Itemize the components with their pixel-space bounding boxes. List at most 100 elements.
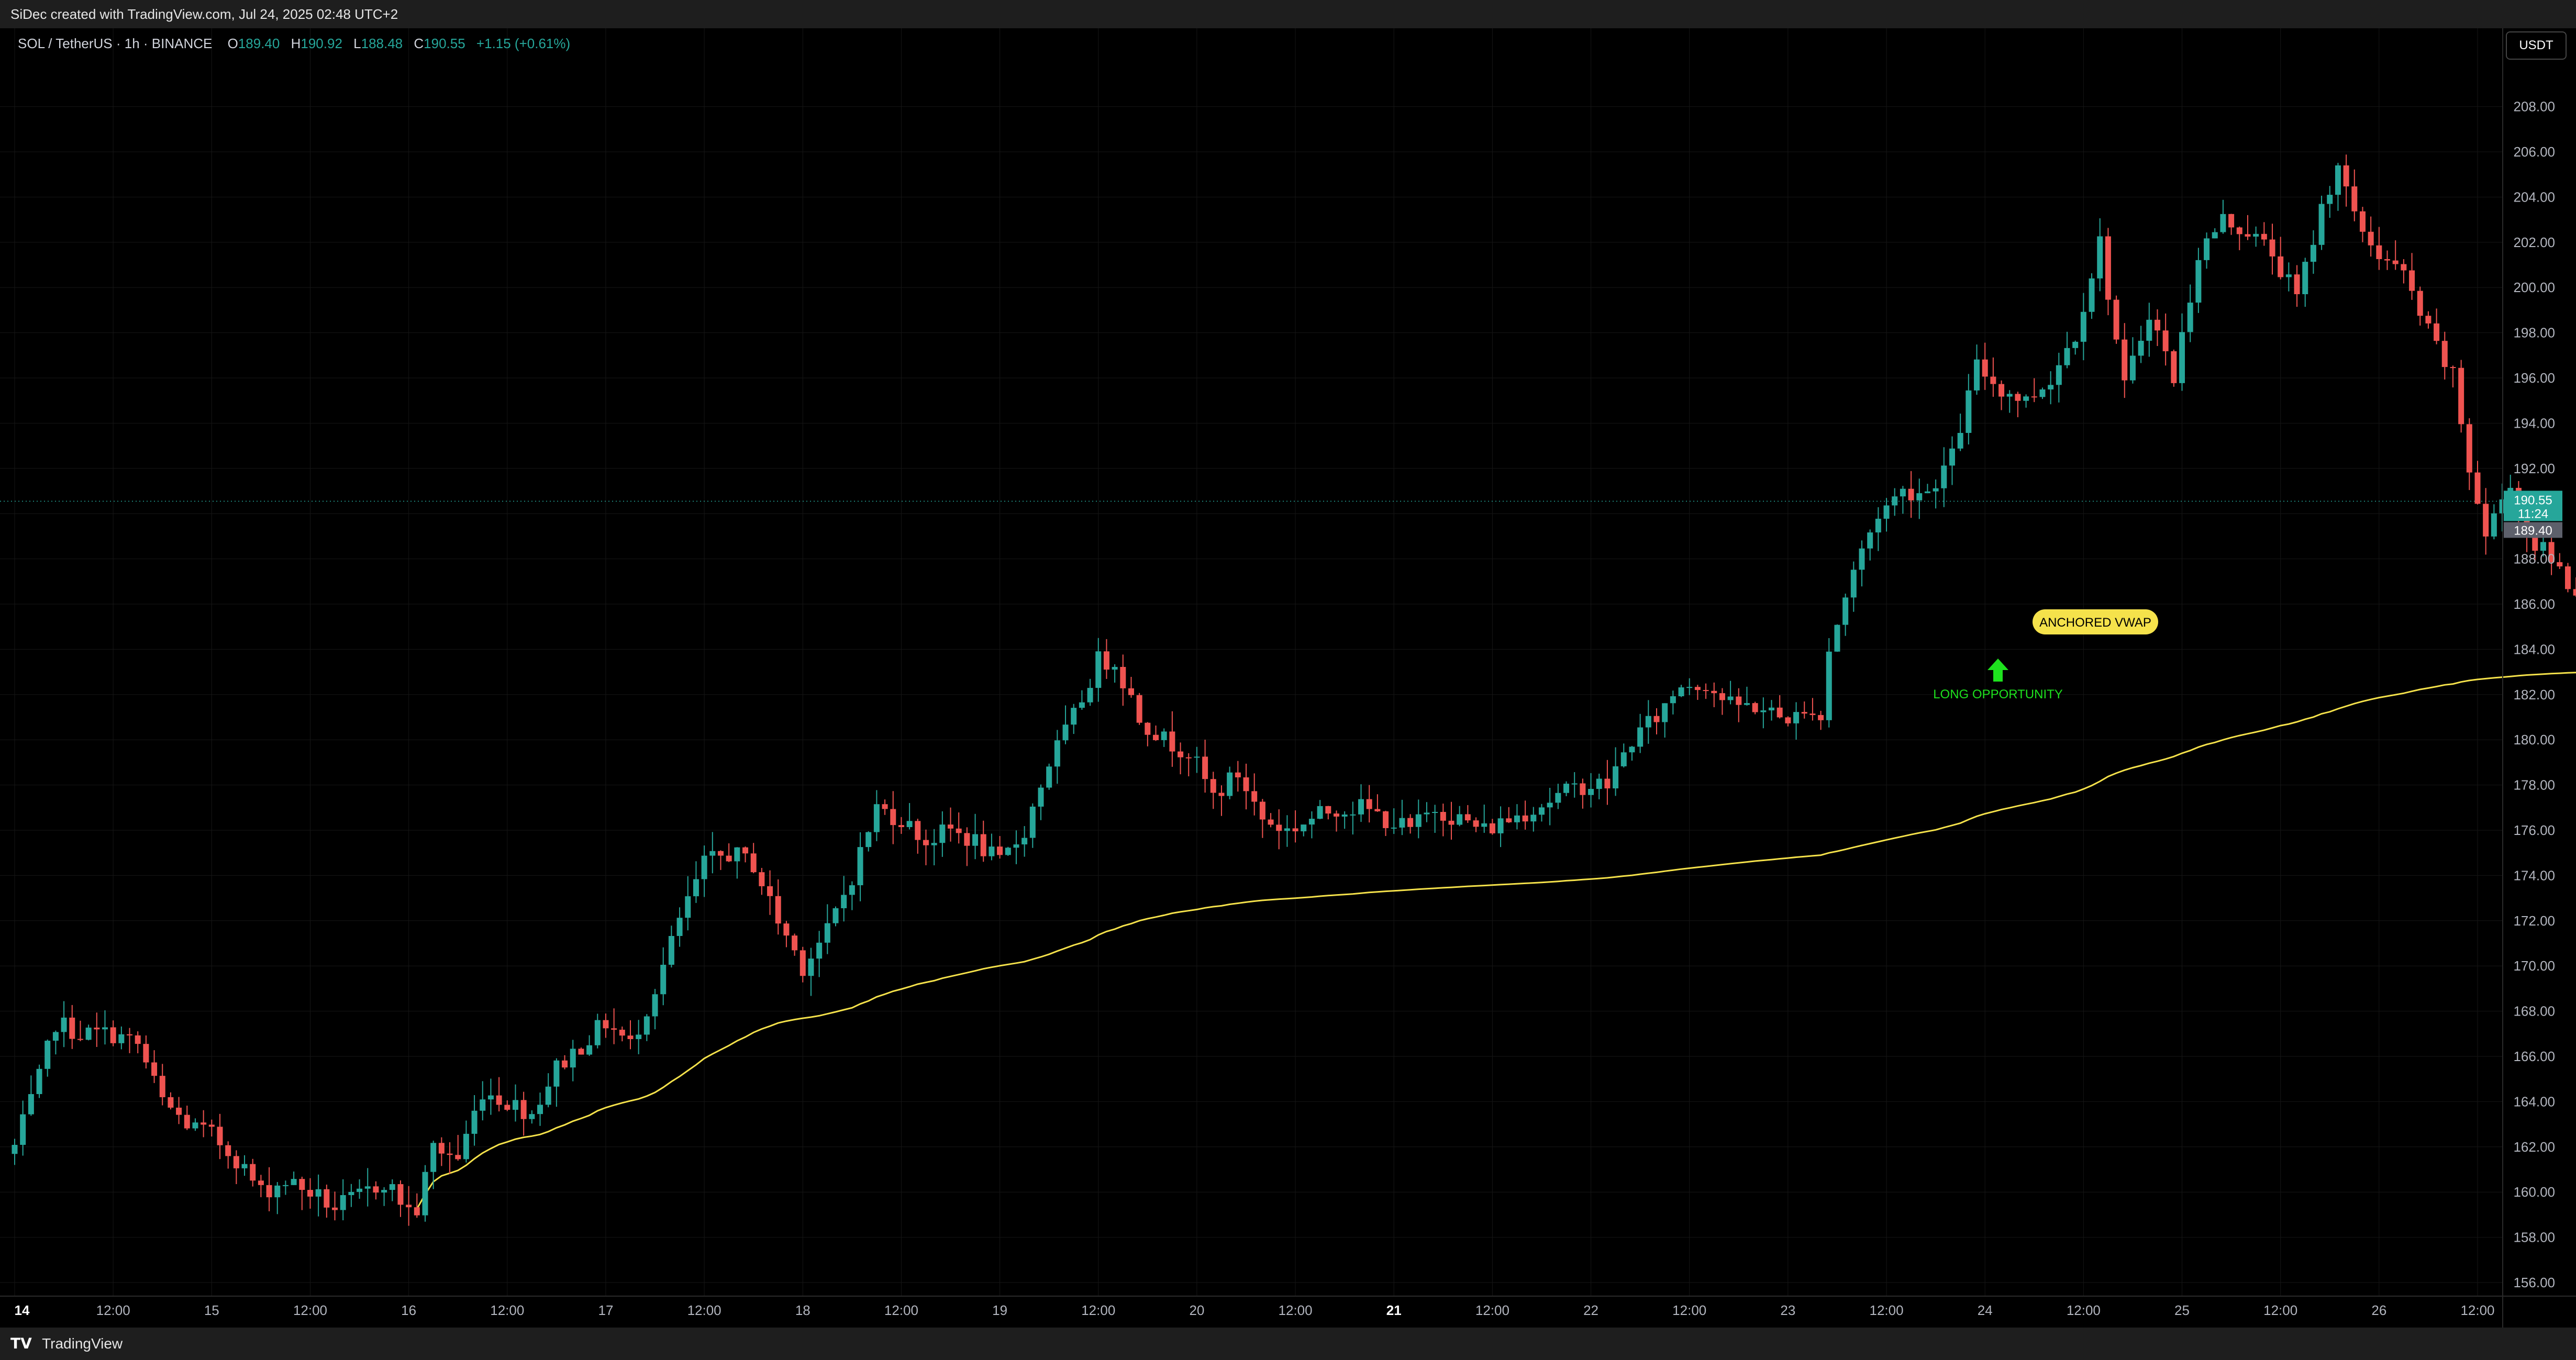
- candle-body: [1949, 448, 1955, 466]
- candle-body: [1711, 690, 1717, 694]
- candle-body: [792, 935, 798, 951]
- candle-body: [1998, 384, 2005, 397]
- time-tick-label: 12:00: [96, 1302, 130, 1318]
- candle-body: [307, 1190, 313, 1197]
- candle-body: [1776, 707, 1783, 718]
- candle-body: [1867, 532, 1873, 549]
- candle-body: [586, 1045, 593, 1055]
- candle-body: [989, 846, 995, 856]
- candle-body: [2359, 211, 2366, 232]
- candle-body: [1046, 766, 1052, 788]
- candle-body: [1900, 488, 1906, 497]
- price-tick-label: 174.00: [2513, 867, 2555, 883]
- time-axis[interactable]: 14 12:00 15 12:00 16 12:00 17 12:00 18 12:00 19 12:…: [0, 1296, 2576, 1318]
- candle-body: [2343, 165, 2349, 187]
- candle-body: [1604, 778, 1611, 789]
- candle-body: [2080, 311, 2086, 342]
- candle-body: [1383, 811, 1389, 828]
- candle-body: [1571, 783, 1578, 785]
- price-tick-label: 182.00: [2513, 687, 2555, 703]
- candle-body: [923, 840, 929, 845]
- candle-body: [2072, 341, 2079, 348]
- candle-body: [274, 1185, 281, 1198]
- candle-body: [2540, 542, 2546, 551]
- candle-body: [545, 1086, 551, 1105]
- candle-body: [143, 1044, 149, 1063]
- candle-body: [1645, 716, 1651, 728]
- candle-body: [2368, 231, 2374, 246]
- candle-body: [127, 1034, 133, 1035]
- candle-body: [480, 1099, 486, 1111]
- grid-lines: [0, 28, 2503, 1296]
- price-axis[interactable]: 156.00 158.00 160.00 162.00 164.00 166.00 168.…: [2502, 28, 2562, 1328]
- candle-body: [1054, 740, 1060, 767]
- time-tick-label: 26: [2371, 1302, 2386, 1318]
- time-tick-label: 14: [15, 1302, 30, 1318]
- candle-body: [69, 1017, 75, 1039]
- candle-body: [1202, 756, 1208, 779]
- candle-body: [496, 1095, 502, 1105]
- currency-button[interactable]: USDT: [2506, 31, 2567, 60]
- candle-body: [1834, 625, 1840, 652]
- candle-body: [1620, 752, 1627, 766]
- time-tick-label: 12:00: [490, 1302, 524, 1318]
- candle-body: [775, 896, 781, 924]
- candle-body: [1153, 734, 1159, 740]
- candle-body: [808, 958, 814, 976]
- candle-body: [1161, 731, 1167, 740]
- price-tick-label: 160.00: [2513, 1184, 2555, 1200]
- candle-body: [2015, 394, 2021, 401]
- candle-body: [1366, 799, 1372, 809]
- candle-body: [1990, 376, 1996, 384]
- candle-body: [1727, 696, 1734, 700]
- candle-body: [693, 879, 699, 897]
- candle-body: [340, 1195, 346, 1210]
- candle-body: [643, 1016, 650, 1035]
- long-opportunity-label: LONG OPPORTUNITY: [1933, 687, 2063, 701]
- candle-body: [1957, 432, 1963, 449]
- candle-body: [1719, 693, 1725, 700]
- candle-body: [2441, 341, 2448, 367]
- candle-body: [709, 851, 716, 856]
- time-tick-label: 12:00: [2263, 1302, 2297, 1318]
- candle-body: [2031, 396, 2037, 398]
- candle-body: [750, 853, 757, 873]
- candle-body: [1629, 746, 1635, 753]
- candle-body: [2097, 236, 2103, 278]
- candle-body: [1514, 815, 1520, 822]
- candle-body: [2417, 291, 2423, 316]
- time-tick-label: 15: [204, 1302, 219, 1318]
- candle-body: [1793, 712, 1800, 723]
- candle-body: [2409, 270, 2415, 291]
- candle-body: [1259, 801, 1265, 820]
- time-tick-label: 22: [1583, 1302, 1598, 1318]
- candle-body: [1169, 731, 1175, 752]
- candle-body: [1506, 818, 1512, 822]
- candle-body: [110, 1027, 116, 1043]
- candle-body: [1268, 819, 1274, 825]
- candle-body: [2089, 278, 2095, 312]
- open-price-badge: [2504, 522, 2562, 538]
- countdown-label: 11:24: [2518, 507, 2548, 521]
- candle-body: [1218, 793, 1225, 796]
- candle-body: [1785, 717, 1791, 723]
- candle-body: [906, 821, 913, 828]
- candle-body: [857, 847, 863, 886]
- candle-body: [2573, 589, 2576, 596]
- vwap-label-pill: [2033, 609, 2158, 634]
- candle-body: [1555, 793, 1561, 803]
- candle-body: [225, 1145, 231, 1156]
- candle-body: [603, 1020, 609, 1029]
- candle-body: [652, 994, 658, 1017]
- candle-body: [1308, 819, 1315, 825]
- time-tick-label: 25: [2174, 1302, 2190, 1318]
- candle-body: [36, 1068, 42, 1095]
- candle-body: [406, 1205, 412, 1208]
- candle-body: [2245, 234, 2251, 237]
- candle-body: [1809, 714, 1816, 715]
- candle-body: [2113, 299, 2119, 340]
- symbol-name[interactable]: SOL / TetherUS · 1h · BINANCE: [18, 36, 213, 51]
- candle-body: [102, 1027, 108, 1030]
- candle-body: [208, 1124, 215, 1127]
